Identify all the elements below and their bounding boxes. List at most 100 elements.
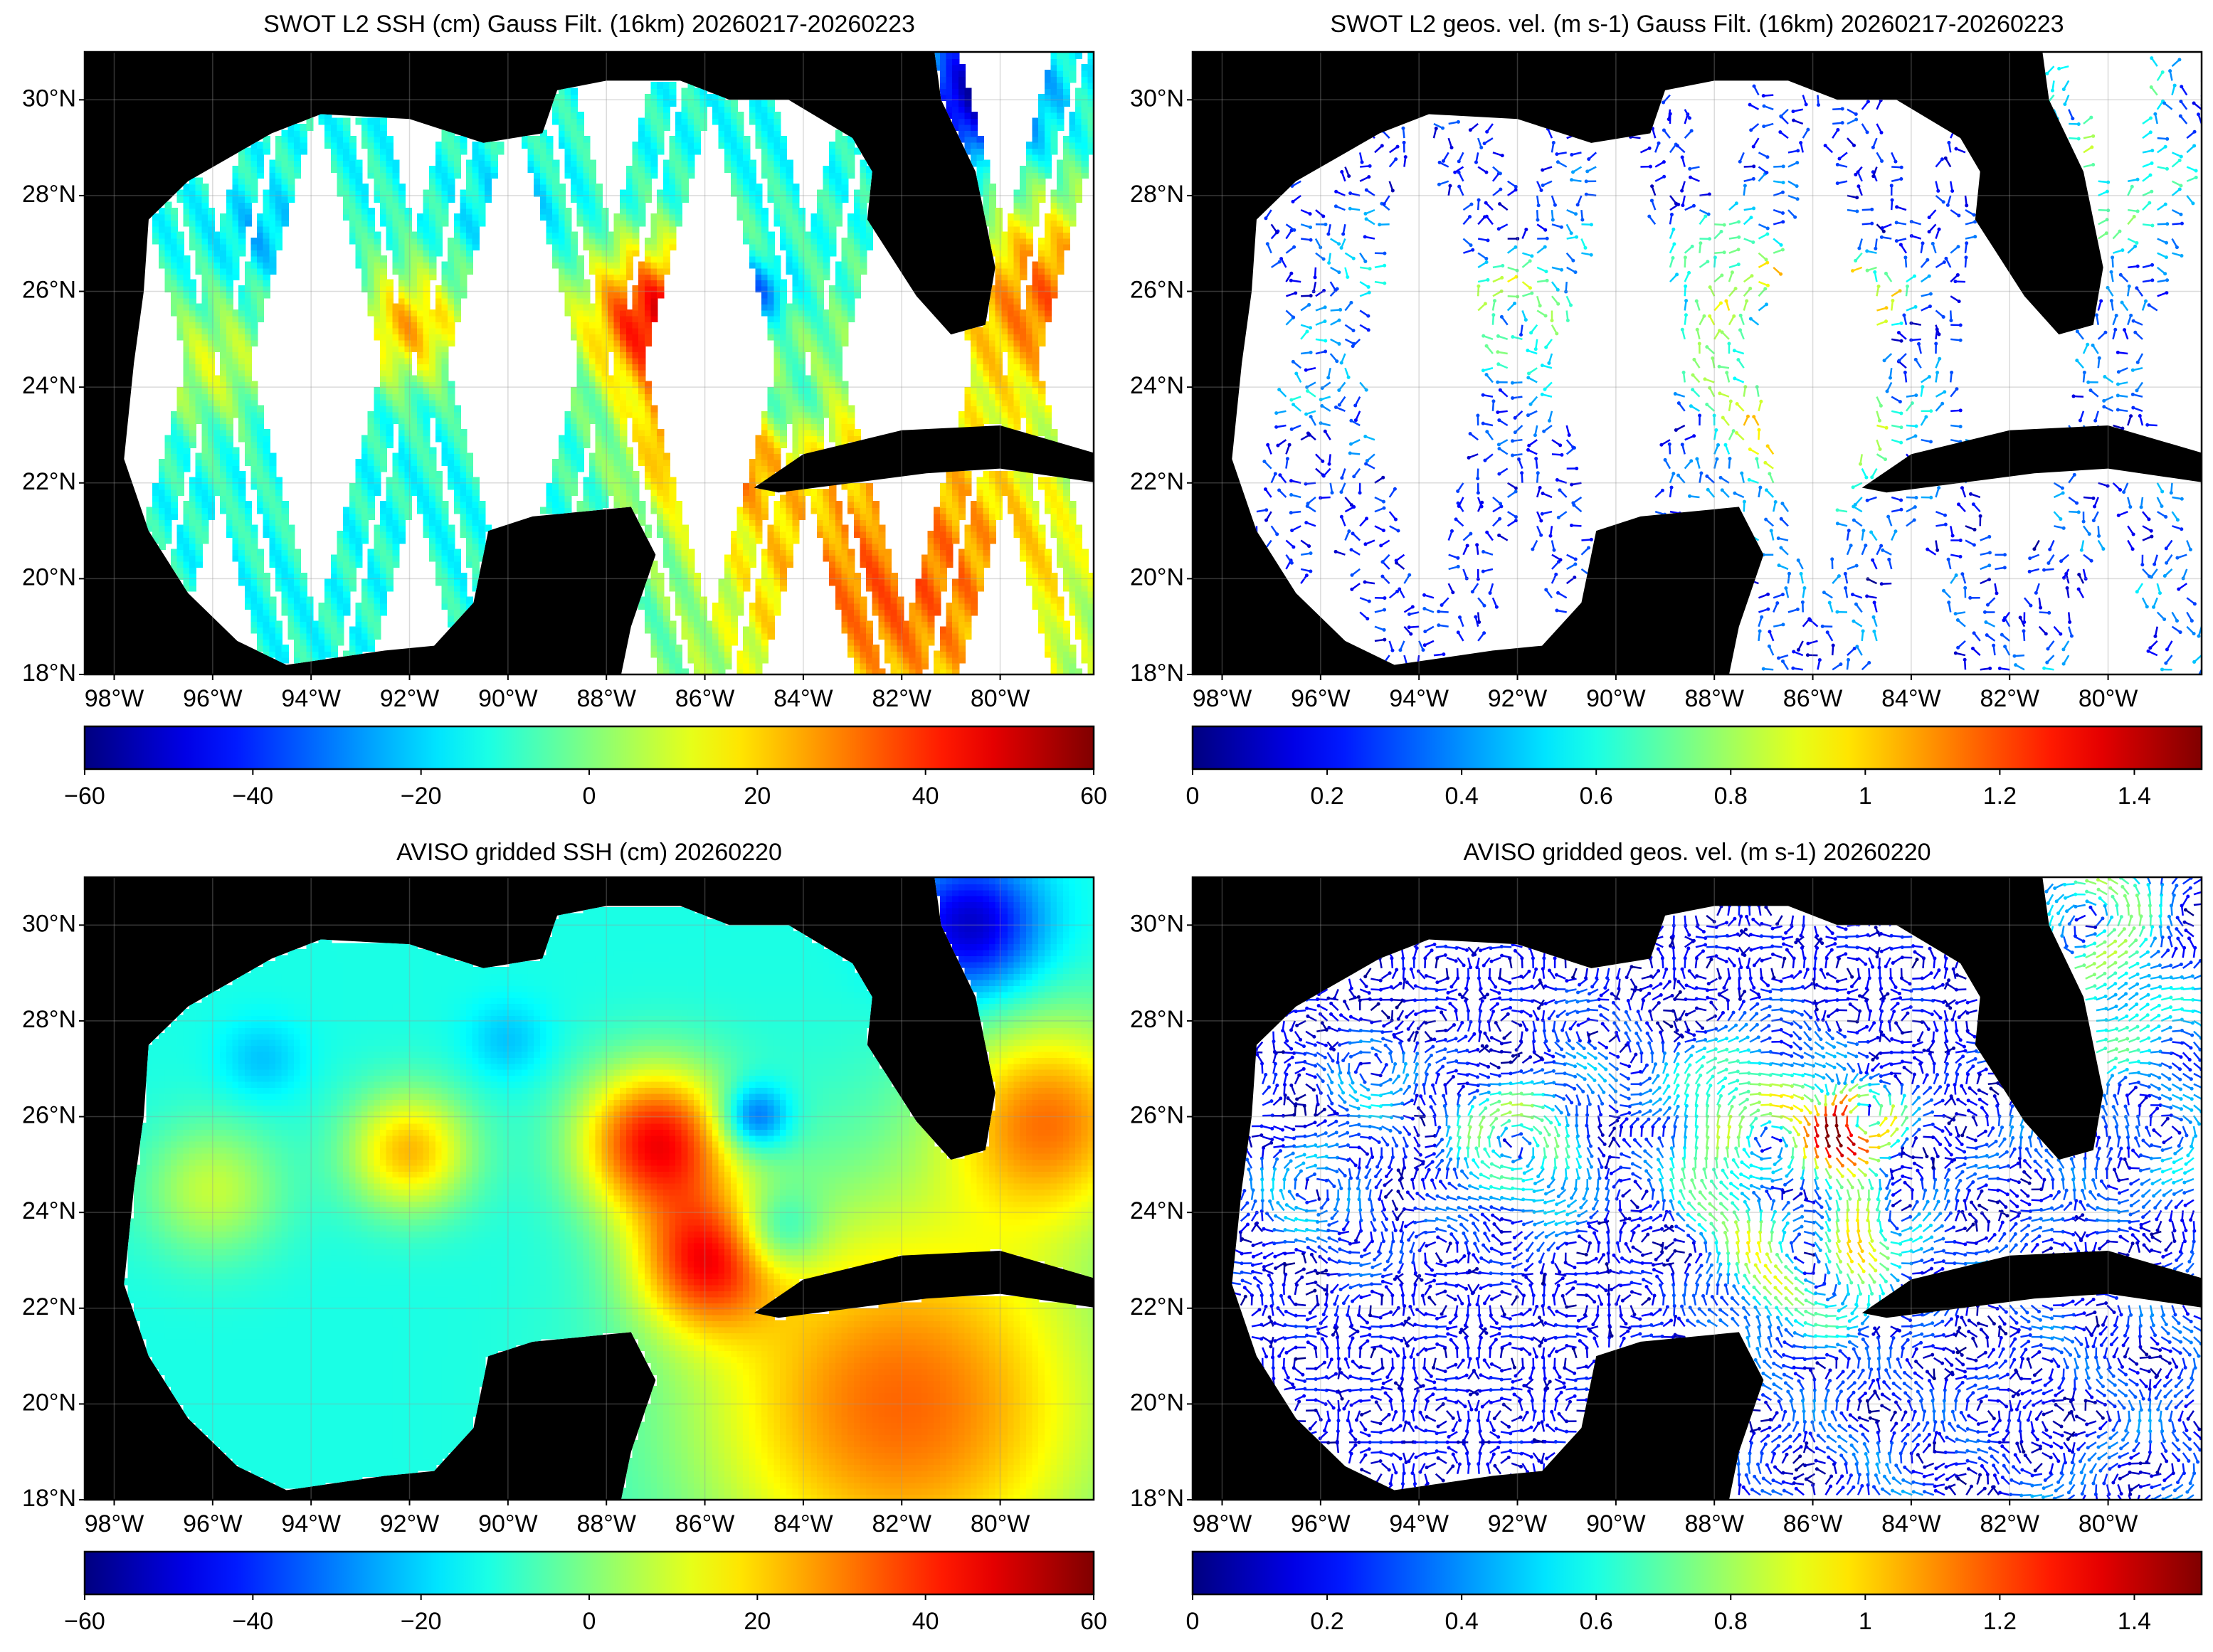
ssh-cell	[226, 477, 234, 485]
ssh-cell	[374, 231, 381, 239]
ssh-cell	[374, 435, 381, 443]
ssh-cell	[607, 339, 616, 346]
ssh-cell	[755, 231, 763, 239]
ssh-cell	[699, 656, 707, 664]
ssh-cell	[441, 536, 449, 544]
ssh-cell	[644, 171, 652, 179]
ssh-cell	[632, 339, 640, 346]
ssh-cell	[712, 100, 720, 107]
ssh-cell	[367, 632, 375, 640]
ssh-cell	[263, 267, 270, 275]
ssh-cell	[613, 459, 621, 467]
ssh-cell	[164, 231, 172, 239]
ssh-cell	[287, 620, 295, 628]
ssh-cell	[220, 381, 228, 388]
ssh-cell	[355, 561, 363, 568]
ssh-cell	[250, 195, 258, 203]
ssh-cell	[601, 297, 609, 305]
ssh-cell	[250, 440, 258, 448]
ssh-cell	[448, 261, 455, 269]
ssh-cell	[687, 159, 695, 167]
ssh-cell	[632, 363, 640, 371]
ssh-cell	[755, 135, 763, 143]
ssh-cell	[571, 309, 579, 317]
ssh-cell	[158, 536, 166, 544]
ssh-cell	[453, 482, 461, 490]
ssh-cell	[749, 549, 756, 556]
ssh-cell	[269, 554, 277, 562]
ssh-cell	[620, 207, 628, 215]
ssh-cell	[644, 255, 652, 263]
ssh-cell	[201, 213, 209, 221]
ssh-cell	[485, 195, 492, 203]
ssh-cell	[250, 447, 258, 455]
ssh-cell	[448, 243, 455, 251]
ssh-cell	[472, 494, 480, 502]
ssh-cell	[250, 333, 258, 341]
ssh-cell	[441, 524, 449, 532]
ssh-cell	[730, 608, 739, 616]
ssh-cell	[330, 135, 338, 143]
ssh-cell	[761, 638, 769, 646]
ssh-cell	[392, 411, 400, 418]
ssh-cell	[460, 142, 468, 149]
ssh-cell	[416, 398, 425, 406]
ssh-cell	[355, 626, 363, 634]
ssh-cell	[472, 554, 480, 562]
ssh-cell	[158, 489, 166, 497]
ssh-cell	[835, 303, 843, 311]
ssh-cell	[816, 519, 825, 526]
ssh-cell	[386, 303, 394, 311]
ssh-cell	[349, 135, 356, 143]
ssh-cell	[675, 135, 683, 143]
ssh-cell	[195, 405, 203, 413]
ssh-cell	[386, 159, 394, 167]
ssh-cell	[232, 381, 240, 388]
ssh-cell	[835, 423, 843, 430]
ssh-cell	[398, 519, 406, 526]
ssh-cell	[595, 213, 603, 221]
ssh-cell	[453, 447, 461, 455]
ssh-cell	[681, 531, 689, 538]
ssh-cell	[195, 519, 203, 526]
ssh-cell	[761, 429, 769, 436]
ssh-cell	[207, 207, 216, 215]
ssh-cell	[257, 626, 265, 634]
ssh-cell	[829, 393, 837, 401]
ssh-cell	[416, 405, 425, 413]
ssh-cell	[613, 477, 621, 485]
ssh-cell	[650, 596, 658, 604]
ssh-cell	[675, 142, 683, 149]
ssh-cell	[583, 279, 591, 287]
ssh-cell	[349, 549, 356, 556]
ssh-cell	[337, 177, 344, 185]
ssh-cell	[792, 435, 800, 443]
ssh-cell	[749, 644, 756, 652]
ssh-cell	[650, 459, 658, 467]
ssh-cell	[416, 315, 425, 323]
ssh-cell	[478, 195, 486, 203]
ssh-cell	[349, 489, 356, 497]
ssh-cell	[281, 578, 289, 586]
ssh-cell	[847, 255, 855, 263]
ssh-cell	[176, 554, 184, 562]
ssh-cell	[786, 249, 793, 257]
ssh-cell	[201, 381, 209, 388]
ssh-cell	[152, 213, 160, 221]
ssh-cell	[207, 452, 216, 460]
ssh-cell	[244, 531, 252, 538]
ssh-cell	[662, 225, 670, 233]
ssh-cell	[786, 345, 793, 353]
ssh-cell	[429, 477, 437, 485]
ssh-cell	[853, 531, 861, 538]
ssh-cell	[755, 117, 763, 125]
ssh-cell	[226, 279, 234, 287]
ssh-cell	[416, 375, 425, 383]
ssh-cell	[398, 512, 406, 520]
ssh-cell	[571, 142, 579, 149]
ssh-cell	[804, 398, 812, 406]
ssh-cell	[650, 165, 658, 173]
ssh-cell	[244, 519, 252, 526]
ssh-cell	[466, 519, 474, 526]
ssh-cell	[201, 184, 209, 191]
